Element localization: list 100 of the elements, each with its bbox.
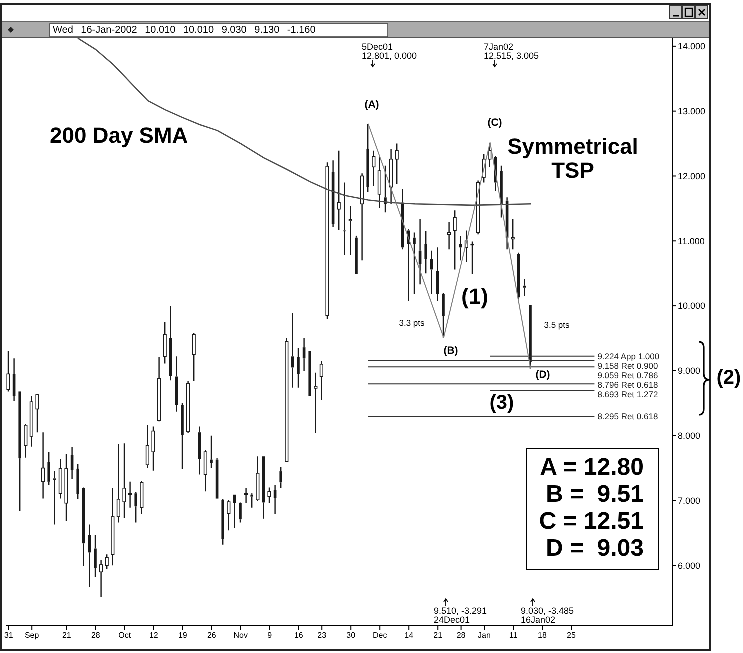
annotation: 12.515, 3.005 <box>484 51 540 61</box>
candlestick <box>64 453 68 522</box>
ref-line-label: 9.158 Ret 0.900 <box>598 360 658 371</box>
annotation: 24Dec01 <box>434 615 470 625</box>
candlestick <box>76 464 80 500</box>
candlestick <box>82 488 86 567</box>
candlestick <box>314 372 318 434</box>
candlestick <box>134 492 138 524</box>
candlestick <box>204 450 208 492</box>
candlestick <box>470 241 474 275</box>
x-tick-label: 28 <box>91 631 101 640</box>
annotation: 9.030, -3.485 <box>521 606 574 616</box>
candlestick <box>460 235 462 262</box>
x-tick-label: 26 <box>207 631 217 640</box>
annotation: (A) <box>364 99 380 111</box>
y-tick-label: 12.000 <box>678 171 706 182</box>
y-tick-label: 9.000 <box>678 366 701 376</box>
candlestick <box>372 150 376 187</box>
candlestick <box>360 173 364 262</box>
candlestick <box>163 322 167 364</box>
x-tick-label: Oct <box>118 631 132 640</box>
x-tick-label: 18 <box>538 631 548 640</box>
x-tick-label: 21 <box>62 631 72 640</box>
candlestick <box>48 451 50 486</box>
candlestick <box>395 143 399 185</box>
annotation: (D) <box>536 369 550 381</box>
y-tick-label: 10.000 <box>678 301 706 312</box>
ref-line-label: 8.295 Ret 0.618 <box>598 412 658 422</box>
candlestick <box>24 424 28 459</box>
x-tick-label: 28 <box>456 631 466 640</box>
candlestick <box>500 165 503 218</box>
x-tick-label: 9 <box>268 631 273 640</box>
x-tick-label: 30 <box>346 631 356 640</box>
candlestick <box>430 250 434 295</box>
x-tick-label: 25 <box>567 631 576 640</box>
candlestick <box>36 394 40 434</box>
candlestick <box>210 435 213 469</box>
candlestick <box>122 443 126 519</box>
annotation: (B) <box>444 345 458 357</box>
candlestick <box>448 222 452 250</box>
ref-line-label: 8.693 Ret 1.272 <box>598 389 658 400</box>
candlestick <box>413 232 416 295</box>
candlestick <box>442 292 445 338</box>
series-label: Symmetrical TSP <box>508 134 638 183</box>
candlestick <box>42 432 46 500</box>
candlestick <box>116 444 120 524</box>
chart-title: Wed 16-Jan-2002 10.010 10.010 9.030 9.130 -1.160 <box>53 25 316 36</box>
x-tick-label: 16 <box>294 631 304 640</box>
candlestick <box>181 402 184 470</box>
candlestick <box>280 466 282 490</box>
candlestick <box>233 494 236 529</box>
candlestick <box>348 205 352 256</box>
candlestick <box>402 188 404 250</box>
x-tick-label: 12 <box>149 631 159 640</box>
candlestick <box>158 356 162 422</box>
y-tick-label: 13.000 <box>678 106 706 117</box>
ref-line-label: 9.224 App 1.000 <box>598 351 660 362</box>
ref-line-label: 8.796 Ret 0.618 <box>598 380 658 390</box>
candlestick <box>244 488 248 504</box>
candlestick <box>378 156 382 209</box>
ref-line-label: 9.059 Ret 0.786 <box>598 370 658 380</box>
candlestick <box>30 396 34 448</box>
annotation: 7Jan02 <box>484 42 514 52</box>
x-tick-label: Jan <box>478 631 491 640</box>
candlestick <box>256 456 260 502</box>
x-tick-label: 23 <box>318 631 328 640</box>
candlestick <box>18 392 22 512</box>
annotation: A = 12.80 <box>540 454 644 481</box>
candlestick <box>488 142 492 168</box>
candlestick <box>170 305 172 382</box>
candlestick <box>198 426 202 476</box>
annotation: 12.801, 0.000 <box>362 51 418 61</box>
x-tick-label: 19 <box>178 631 188 640</box>
candlestick <box>111 488 115 566</box>
y-tick-label: 7.000 <box>678 496 701 506</box>
candlestick <box>58 458 62 500</box>
candlestick <box>152 426 156 472</box>
annotation: (3) <box>490 392 514 414</box>
y-tick-label: 14.000 <box>678 42 706 52</box>
candlestick <box>523 278 526 297</box>
candlestick <box>227 499 231 532</box>
candlestick <box>54 470 56 526</box>
annotation: C = 12.51 <box>539 508 644 535</box>
candlestick <box>128 481 132 508</box>
x-tick-label: 11 <box>509 631 518 640</box>
annotation: 9.510, -3.291 <box>434 606 488 616</box>
candlestick <box>192 332 196 382</box>
x-tick-label: 21 <box>434 631 444 640</box>
candlestick <box>100 560 104 598</box>
candlestick <box>250 493 254 508</box>
y-tick-label: 8.000 <box>678 431 701 442</box>
x-tick-label: Dec <box>372 631 388 640</box>
y-tick-label: 6.000 <box>678 560 701 571</box>
annotation: D = 9.03 <box>546 535 644 562</box>
candlestick <box>424 230 428 274</box>
candlestick <box>12 358 16 402</box>
candlestick <box>6 350 10 392</box>
annotation: 16Jan02 <box>521 615 556 625</box>
candlestick <box>453 210 457 270</box>
x-tick-label: 31 <box>4 631 14 640</box>
